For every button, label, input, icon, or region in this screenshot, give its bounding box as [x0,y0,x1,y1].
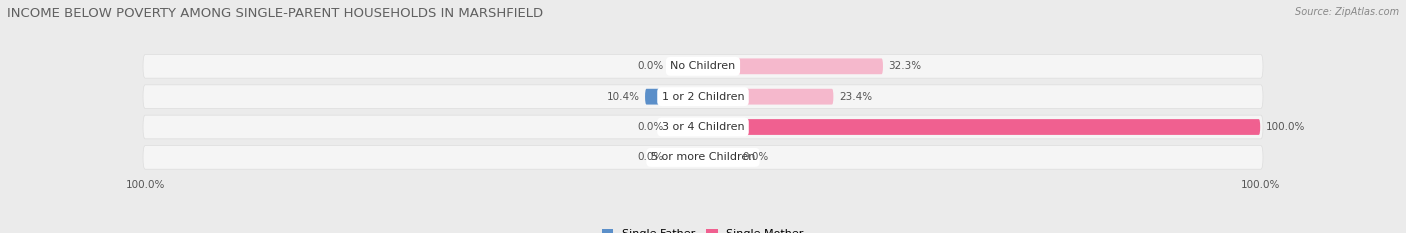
FancyBboxPatch shape [703,119,1260,135]
FancyBboxPatch shape [669,149,703,165]
FancyBboxPatch shape [143,55,1263,78]
Text: 5 or more Children: 5 or more Children [651,152,755,162]
FancyBboxPatch shape [669,119,703,135]
Legend: Single Father, Single Mother: Single Father, Single Mother [598,224,808,233]
Text: 0.0%: 0.0% [638,152,664,162]
Text: 0.0%: 0.0% [638,61,664,71]
FancyBboxPatch shape [143,115,1263,139]
FancyBboxPatch shape [669,58,703,74]
FancyBboxPatch shape [143,85,1263,109]
FancyBboxPatch shape [703,89,834,105]
Text: 100.0%: 100.0% [1265,122,1305,132]
FancyBboxPatch shape [703,149,737,165]
FancyBboxPatch shape [143,146,1263,169]
Text: 1 or 2 Children: 1 or 2 Children [662,92,744,102]
Text: 23.4%: 23.4% [839,92,872,102]
Text: 32.3%: 32.3% [889,61,922,71]
Text: Source: ZipAtlas.com: Source: ZipAtlas.com [1295,7,1399,17]
FancyBboxPatch shape [645,89,703,105]
Text: No Children: No Children [671,61,735,71]
Text: 0.0%: 0.0% [638,122,664,132]
FancyBboxPatch shape [703,58,883,74]
Text: 0.0%: 0.0% [742,152,768,162]
Text: INCOME BELOW POVERTY AMONG SINGLE-PARENT HOUSEHOLDS IN MARSHFIELD: INCOME BELOW POVERTY AMONG SINGLE-PARENT… [7,7,543,20]
Text: 10.4%: 10.4% [606,92,640,102]
Text: 3 or 4 Children: 3 or 4 Children [662,122,744,132]
